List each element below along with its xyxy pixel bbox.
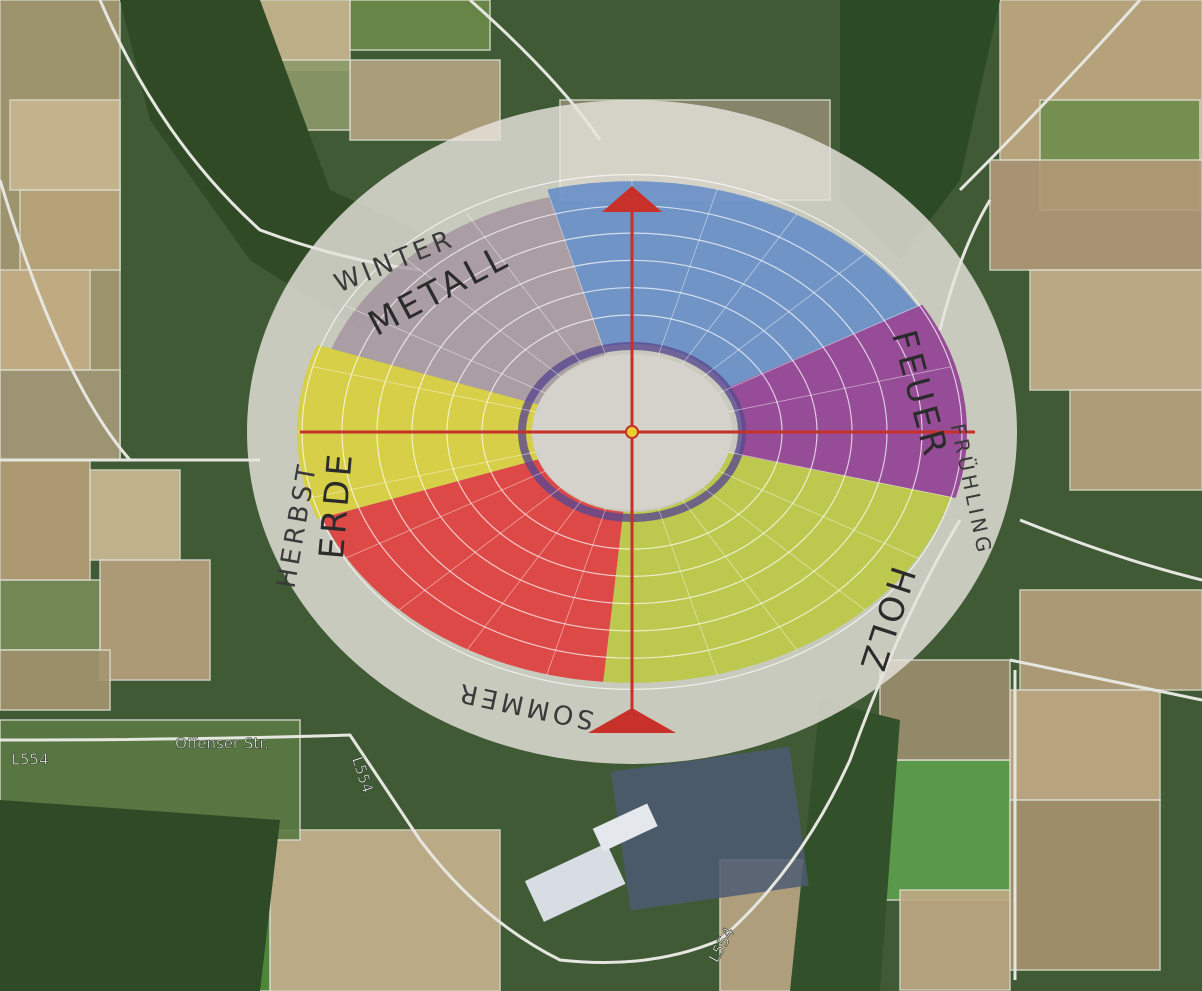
field [0,580,100,650]
field [990,160,1202,270]
field [10,100,120,190]
road-label: Offenser Str. [175,735,269,753]
field [0,370,120,460]
wheel-diagram [247,100,1017,764]
field [20,190,120,270]
field [880,660,1010,760]
field [270,830,500,991]
field [0,460,90,580]
field [1020,590,1202,690]
field [0,650,110,710]
field [350,0,490,50]
map-view: WINTER HERBST SOMMER FRÜHLING METALL ERD… [0,0,1202,991]
road-label: L554 [12,751,49,769]
field [1010,800,1160,970]
center-dot [626,426,638,438]
field [100,560,210,680]
field [1010,690,1160,800]
forest [0,800,280,991]
field [90,470,180,560]
field [1070,390,1202,490]
field [0,270,90,370]
field [1030,270,1202,390]
field [900,890,1010,990]
